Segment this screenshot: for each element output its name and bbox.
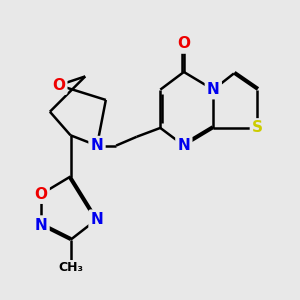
Text: O: O [34, 187, 48, 202]
Text: N: N [178, 138, 190, 153]
Text: N: N [91, 138, 103, 153]
Text: O: O [52, 78, 65, 93]
Text: N: N [207, 82, 220, 97]
Text: S: S [252, 120, 263, 135]
Text: CH₃: CH₃ [58, 261, 83, 274]
Text: N: N [35, 218, 47, 232]
Text: N: N [91, 212, 103, 227]
Text: O: O [177, 37, 190, 52]
